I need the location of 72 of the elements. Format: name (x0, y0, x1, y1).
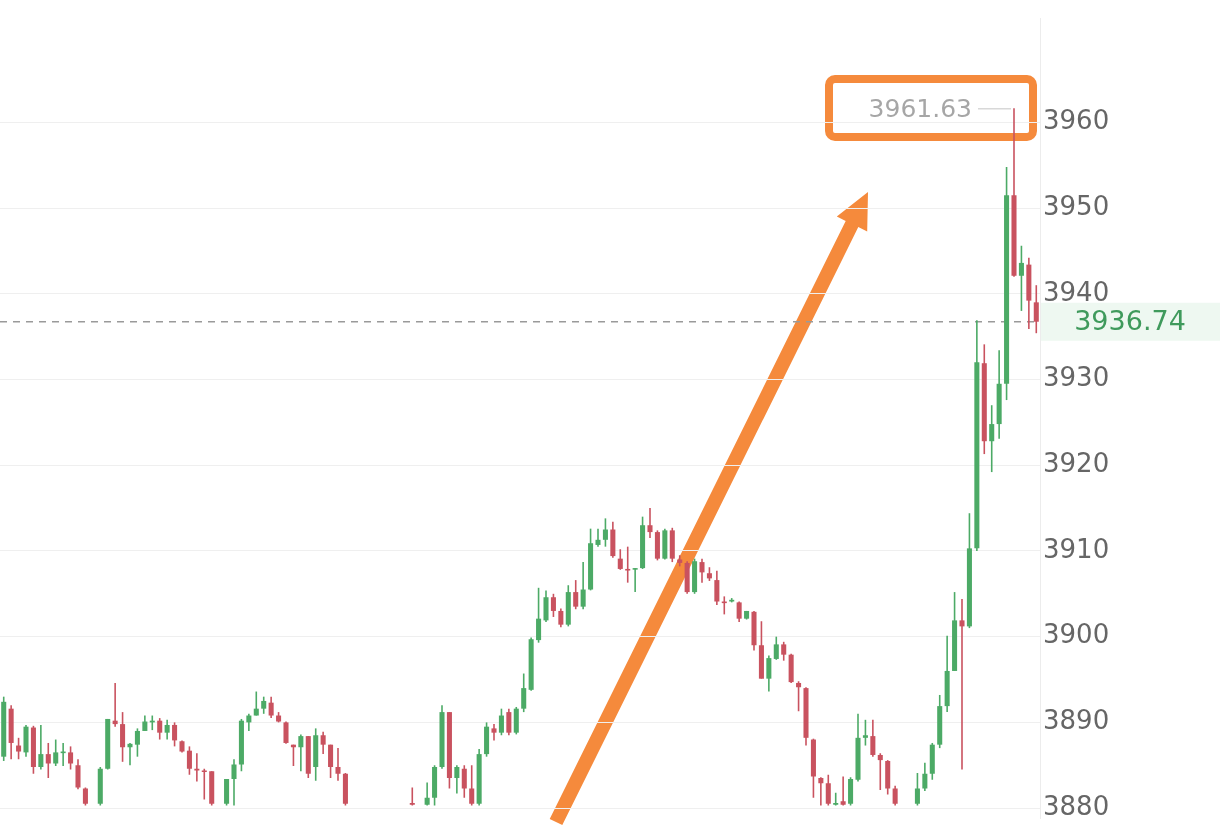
candlestick (506, 707, 512, 737)
candlestick (833, 791, 839, 807)
candlestick (521, 672, 527, 713)
candlestick (766, 654, 772, 693)
candlestick (536, 587, 542, 644)
candlestick (134, 727, 140, 758)
candlestick (818, 776, 824, 807)
candlestick (922, 761, 928, 792)
candlestick (825, 773, 831, 807)
candlestick (543, 589, 549, 623)
candlestick (268, 695, 274, 719)
candlestick (773, 635, 779, 661)
candlestick (595, 527, 601, 548)
candlestick (461, 764, 467, 799)
candlestick (120, 711, 126, 763)
y-tick-label: 3910 (1043, 533, 1110, 564)
candlestick (989, 404, 995, 473)
candlestick (157, 717, 163, 741)
candlestick (870, 719, 876, 758)
candlestick (454, 764, 460, 795)
candlestick (253, 690, 259, 717)
candlestick (1018, 244, 1024, 312)
y-tick-label: 3960 (1043, 105, 1110, 136)
candlestick (877, 752, 883, 791)
candlestick (172, 721, 178, 748)
candlestick (573, 579, 579, 611)
candlestick (914, 772, 920, 807)
candlestick (892, 785, 898, 807)
y-tick-label: 3940 (1043, 276, 1110, 307)
candlestick (201, 767, 207, 801)
candlestick (840, 775, 846, 807)
candlestick (45, 742, 51, 779)
candlestick (68, 745, 74, 771)
candlestick (959, 598, 965, 771)
candlestick (1033, 284, 1039, 335)
candlestick (602, 517, 608, 548)
y-tick-label: 3880 (1043, 790, 1110, 821)
candlestick (796, 680, 802, 713)
candlestick (714, 569, 720, 606)
y-tick-label: 3890 (1043, 705, 1110, 736)
candlestick (164, 719, 170, 741)
y-tick-label: 3900 (1043, 619, 1110, 650)
candlestick (699, 557, 705, 584)
candlestick (625, 545, 631, 584)
candlestick (580, 561, 586, 611)
candlestick (16, 737, 22, 761)
candlestick (558, 607, 564, 629)
candlestick (298, 733, 304, 773)
candlestick (617, 548, 623, 571)
candlestick (320, 731, 326, 755)
candlestick (498, 707, 504, 737)
ref-line-label: 3936.74 (1074, 304, 1186, 336)
candlestick (75, 758, 81, 791)
candlestick (781, 641, 787, 662)
candlestick (127, 742, 133, 767)
candlestick (38, 724, 44, 771)
candlestick (409, 786, 415, 807)
candlestick (231, 758, 237, 807)
candlestick (328, 743, 334, 779)
candlestick (647, 507, 653, 539)
candlestick (186, 745, 192, 776)
candlestick (632, 567, 638, 593)
candlestick (862, 719, 868, 747)
candlestick (550, 593, 556, 618)
candlestick (335, 747, 341, 782)
annotation: 3961.63 (868, 93, 972, 123)
candlestick (53, 738, 59, 767)
candlestick (469, 764, 475, 807)
y-tick-label: 3920 (1043, 447, 1110, 478)
y-tick-label: 3930 (1043, 362, 1110, 393)
candlestick (424, 781, 430, 807)
y-tick-label: 3950 (1043, 190, 1110, 221)
